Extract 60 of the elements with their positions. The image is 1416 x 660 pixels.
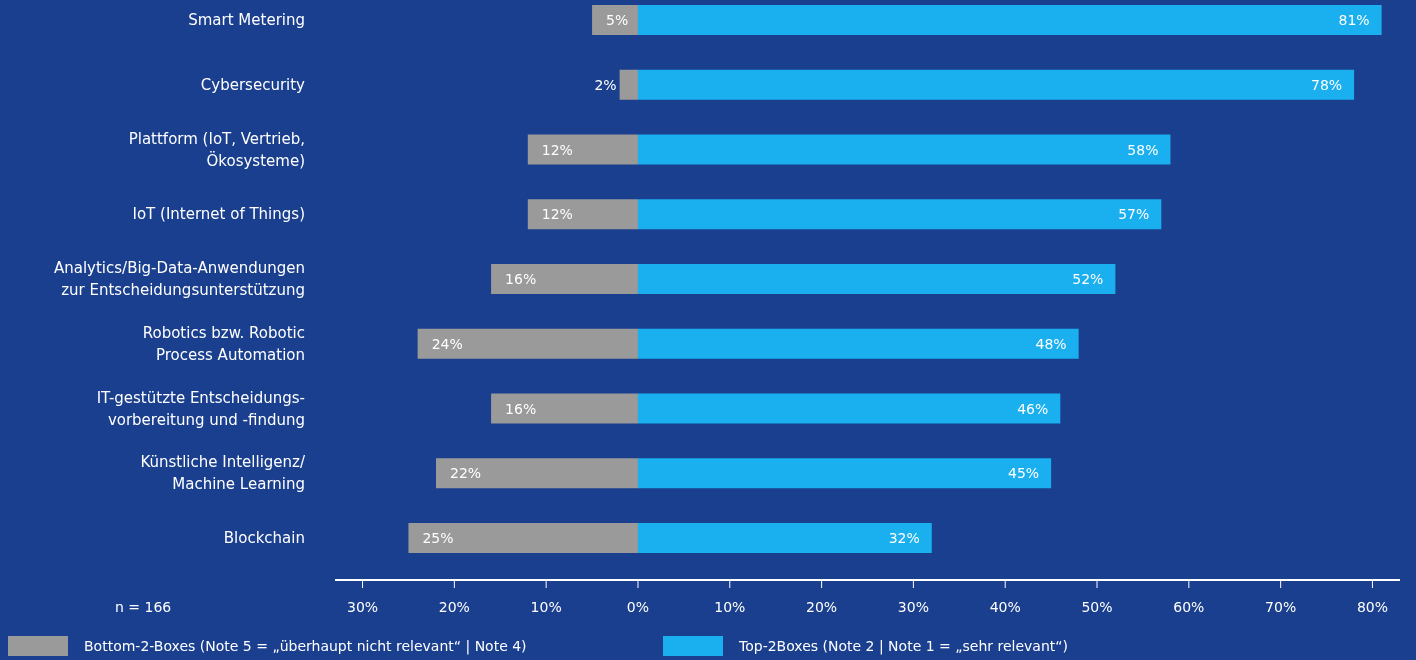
data-label: 24% (431, 335, 463, 352)
bar (527, 134, 638, 165)
bar (637, 523, 932, 553)
bar (637, 328, 1079, 359)
data-label: 81% (1338, 12, 1370, 28)
data-label: 5% (606, 12, 629, 28)
x-tick-label: 20% (806, 599, 838, 615)
y-tick-label: Plattform (IoT, Vertrieb, Ökosysteme) (128, 129, 305, 170)
data-label: 12% (541, 206, 573, 223)
data-label: 22% (449, 465, 482, 482)
bar (491, 264, 638, 294)
bar (592, 5, 638, 35)
data-label: 25% (422, 530, 454, 546)
y-tick-label: Analytics/Big-Data-Anwendungen zur Entscheidungsunterstützung (53, 259, 305, 299)
data-label: 2% (594, 76, 617, 93)
data-label: 12% (541, 141, 573, 158)
bar (417, 328, 638, 359)
data-label: 57% (1118, 206, 1150, 223)
x-tick-label: 30% (346, 599, 379, 615)
x-tick-label: 70% (1265, 599, 1297, 615)
bar (619, 69, 638, 100)
y-tick-label: Smart Metering (188, 11, 305, 29)
y-tick-label: Blockchain (223, 529, 305, 547)
y-tick-label: Cybersecurity (200, 75, 306, 94)
x-tick-label: 0% (626, 599, 650, 615)
x-tick-label: 10% (530, 599, 562, 615)
bar (637, 69, 1355, 100)
data-label: 32% (888, 530, 920, 546)
data-label: 46% (1017, 400, 1049, 417)
x-tick-label: 30% (897, 599, 929, 615)
bar (408, 523, 638, 553)
bar (637, 134, 1171, 165)
y-tick-label: Robotics bzw. Robotic Process Automation (142, 323, 305, 364)
bar (637, 458, 1052, 489)
x-tick-label: 80% (1356, 599, 1389, 615)
y-tick-label: Künstliche Intelligenz/ Machine Learning (140, 453, 306, 494)
bar (637, 264, 1116, 294)
bar (491, 393, 638, 424)
data-label: 52% (1072, 271, 1104, 287)
data-label: 58% (1127, 141, 1159, 158)
bar (637, 199, 1162, 230)
data-label: 78% (1310, 76, 1343, 93)
text: n = 166 (115, 599, 172, 615)
bar (435, 458, 638, 489)
legend-label: Bottom-2-Boxes (Note 5 = „überhaupt nicht relevant“ | Note 4) (84, 638, 527, 655)
data-label: 16% (505, 400, 537, 417)
data-label: 45% (1008, 465, 1040, 482)
x-tick-label: 50% (1081, 599, 1113, 615)
bar (527, 199, 638, 230)
bar (637, 5, 1382, 35)
x-tick-label: 20% (438, 599, 470, 615)
x-tick-label: 40% (989, 599, 1021, 615)
y-tick-label: IT-gestützte Entscheidungs- vorbereitung und -findung (96, 388, 305, 429)
x-tick-label: 60% (1173, 599, 1205, 615)
legend-label: Top-2Boxes (Note 2 | Note 1 = „sehr relevant“) (738, 638, 1068, 655)
data-label: 48% (1035, 335, 1067, 352)
bar (637, 393, 1061, 424)
y-tick-label: IoT (Internet of Things) (132, 205, 305, 224)
data-label: 16% (505, 271, 537, 287)
x-tick-label: 10% (714, 599, 746, 615)
